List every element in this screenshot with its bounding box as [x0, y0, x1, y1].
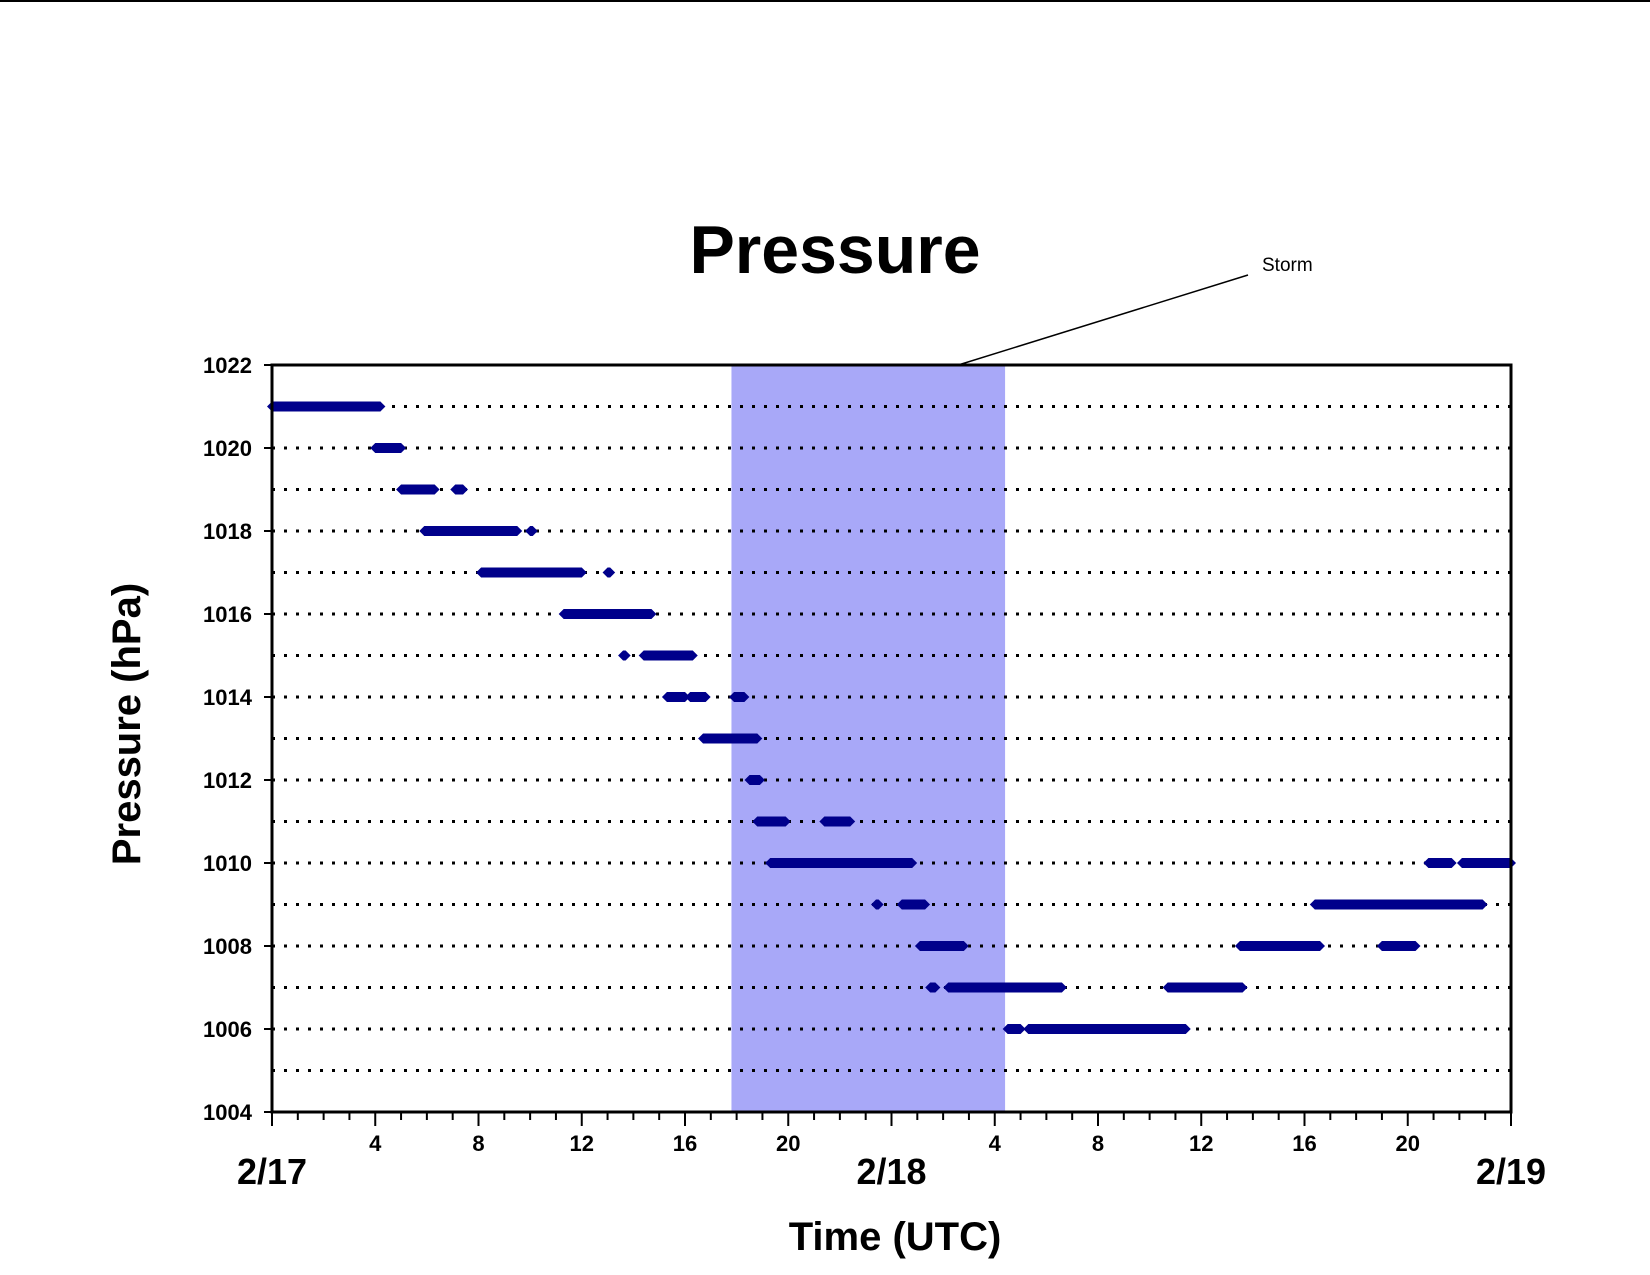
- storm-shaded-region: [731, 365, 1006, 1112]
- x-tick-label: 16: [673, 1131, 697, 1156]
- data-point-run: [1456, 858, 1516, 868]
- data-point-run: [744, 775, 765, 785]
- x-date-label: 2/19: [1476, 1151, 1546, 1192]
- x-axis-label: Time (UTC): [789, 1215, 1002, 1259]
- x-date-label: 2/17: [237, 1151, 307, 1192]
- data-point-run: [1234, 941, 1325, 951]
- data-point-run: [638, 650, 698, 661]
- data-point-run: [819, 816, 856, 827]
- y-tick-label: 1006: [203, 1017, 252, 1042]
- data-point-run: [396, 484, 432, 495]
- x-tick-label: 12: [570, 1131, 594, 1156]
- data-point-run: [943, 982, 1067, 993]
- y-tick-label: 1004: [203, 1100, 253, 1125]
- x-axis-ticks: 4 8 12 16 20 4 8 12 16 20 2/17 2/18 2/19: [237, 1112, 1546, 1192]
- data-point-run: [1423, 858, 1457, 868]
- data-point-run: [1002, 1024, 1026, 1034]
- y-tick-label: 1010: [203, 851, 252, 876]
- y-tick-label: 1018: [203, 519, 252, 544]
- x-tick-label: 12: [1189, 1131, 1213, 1156]
- y-axis-ticks: 1004 1006 1008 1010 1012 1014 1016 1018 1020 1022: [203, 353, 272, 1125]
- y-tick-label: 1014: [203, 685, 253, 710]
- data-point-run: [476, 567, 587, 578]
- data-point-run: [558, 609, 657, 619]
- data-point-run: [871, 899, 884, 910]
- x-tick-label: 16: [1292, 1131, 1316, 1156]
- data-point-run: [698, 733, 763, 744]
- data-point-run: [752, 816, 791, 827]
- data-point-run: [729, 692, 750, 702]
- y-tick-label: 1008: [203, 934, 252, 959]
- x-tick-label: 8: [1092, 1131, 1104, 1156]
- y-tick-label: 1016: [203, 602, 252, 627]
- data-point-run: [370, 443, 407, 453]
- data-point-run: [925, 982, 941, 993]
- data-point-run: [1162, 982, 1248, 993]
- x-date-label: 2/18: [856, 1151, 926, 1192]
- y-axis-label: Pressure (hPa): [105, 583, 149, 865]
- x-tick-label: 8: [472, 1131, 484, 1156]
- chart-title: Pressure: [689, 212, 980, 288]
- x-tick-label: 20: [776, 1131, 800, 1156]
- data-point-run: [421, 484, 440, 495]
- x-tick-label: 4: [369, 1131, 382, 1156]
- data-point-run: [525, 526, 538, 536]
- y-tick-label: 1022: [203, 353, 252, 378]
- data-point-run: [765, 858, 918, 868]
- data-markers: [267, 401, 1516, 1034]
- data-point-run: [618, 650, 631, 661]
- data-point-run: [1376, 941, 1421, 951]
- data-point-run: [1023, 1024, 1191, 1034]
- data-point-run: [602, 567, 616, 578]
- data-point-run: [419, 526, 523, 536]
- data-point-run: [661, 692, 690, 702]
- y-tick-label: 1012: [203, 768, 252, 793]
- x-tick-label: 4: [989, 1131, 1002, 1156]
- data-point-run: [914, 941, 969, 951]
- data-point-run: [1309, 899, 1488, 910]
- storm-annotation: Storm: [1262, 255, 1313, 276]
- data-point-run: [450, 484, 469, 495]
- storm-callout-line: [958, 274, 1249, 366]
- data-point-run: [896, 899, 931, 910]
- data-point-run: [267, 401, 386, 412]
- x-tick-label: 20: [1396, 1131, 1420, 1156]
- data-point-run: [685, 692, 711, 702]
- y-tick-label: 1020: [203, 436, 252, 461]
